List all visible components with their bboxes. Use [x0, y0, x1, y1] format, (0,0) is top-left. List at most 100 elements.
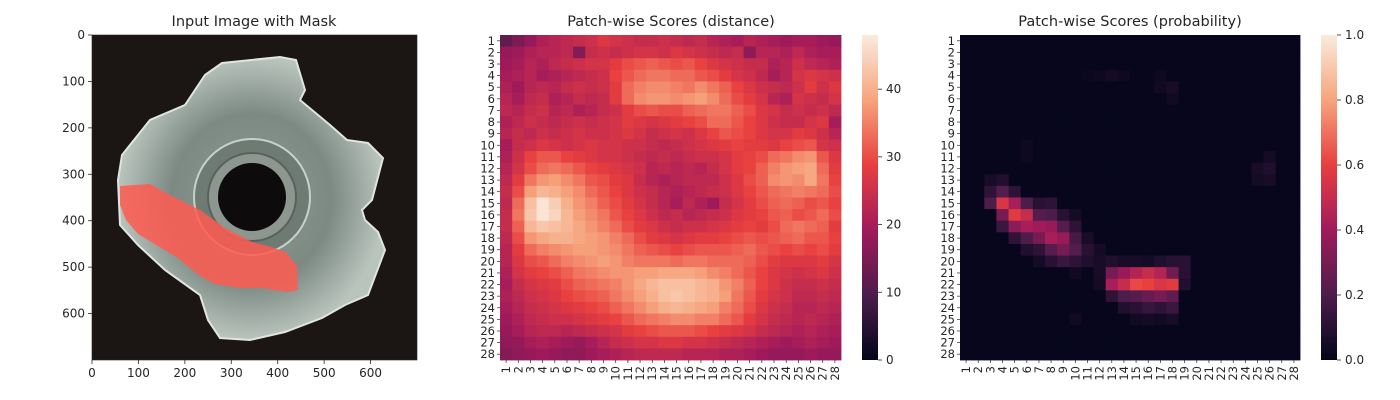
heatmap-cell — [1020, 35, 1034, 48]
heatmap-cell — [1239, 174, 1252, 187]
heatmap-cell — [1239, 46, 1252, 59]
heatmap-cell — [1251, 58, 1264, 71]
heatmap-cell — [512, 232, 525, 245]
heatmap-cell — [536, 35, 550, 48]
heatmap-cell — [500, 232, 513, 245]
heatmap-cell — [731, 313, 744, 326]
heatmap-cell — [1069, 46, 1082, 59]
heatmap-cell — [500, 220, 513, 233]
heatmap-cell — [1020, 255, 1034, 268]
column-label: 26 — [804, 366, 818, 381]
heatmap-cell — [524, 336, 537, 349]
heatmap-cell — [573, 174, 586, 187]
heatmap-cell — [972, 313, 985, 326]
heatmap-cell — [1202, 58, 1216, 71]
heatmap-cell — [1032, 348, 1046, 361]
heatmap-cell — [1251, 69, 1264, 82]
heatmap-cell — [1081, 243, 1094, 256]
heatmap-cell — [755, 162, 769, 175]
heatmap-cell — [1057, 139, 1070, 152]
heatmap-cell — [1081, 209, 1094, 222]
heatmap-cell — [658, 127, 671, 140]
heatmap-cell — [792, 278, 805, 291]
heatmap-cell — [719, 278, 732, 291]
heatmap-cell — [972, 255, 985, 268]
heatmap-cell — [682, 278, 696, 291]
heatmap-cell — [960, 301, 973, 314]
heatmap-cell — [536, 301, 550, 314]
colorbar-tick-label: 0.6 — [1345, 158, 1364, 172]
heatmap-cell — [1020, 81, 1034, 94]
heatmap-cell — [536, 336, 550, 349]
heatmap-cell — [780, 336, 793, 349]
heatmap-cell — [707, 174, 720, 187]
heatmap-cell — [1142, 81, 1155, 94]
heatmap-cell — [560, 139, 574, 152]
heatmap-cell — [670, 197, 684, 210]
column-label: 13 — [1105, 366, 1119, 381]
heatmap-cell — [658, 81, 671, 94]
heatmap-cell — [1081, 104, 1094, 117]
heatmap-cell — [767, 301, 781, 314]
heatmap-cell — [560, 325, 574, 338]
heatmap-cell — [1045, 220, 1058, 233]
heatmap-cell — [1008, 46, 1022, 59]
heatmap-cell — [694, 267, 708, 280]
heatmap-cell — [646, 58, 659, 71]
heatmap-cell — [1032, 58, 1046, 71]
heatmap-cell — [1032, 174, 1046, 187]
heatmap-cell — [1057, 46, 1070, 59]
heatmap-cell — [682, 58, 696, 71]
heatmap-cell — [1287, 348, 1301, 361]
heatmap-cell — [1215, 139, 1228, 152]
heatmap-cell — [1166, 46, 1179, 59]
colorbar-tick-label: 0.8 — [1345, 93, 1364, 107]
heatmap-cell — [767, 325, 781, 338]
heatmap-cell — [548, 116, 562, 129]
heatmap-cell — [828, 93, 842, 106]
heatmap-cell — [1069, 301, 1082, 314]
row-label: 19 — [940, 243, 955, 257]
heatmap-cell — [755, 255, 769, 268]
heatmap-cell — [1117, 174, 1131, 187]
heatmap-cell — [792, 162, 805, 175]
heatmap-cell — [755, 58, 769, 71]
heatmap-cell — [707, 46, 720, 59]
heatmap-cell — [1008, 197, 1022, 210]
heatmap-cell — [1251, 174, 1264, 187]
heatmap-cell — [828, 104, 842, 117]
heatmap-cell — [996, 174, 1009, 187]
heatmap-cell — [707, 58, 720, 71]
heatmap-cell — [597, 139, 611, 152]
heatmap-cell — [1093, 69, 1107, 82]
heatmap-cell — [1227, 220, 1240, 233]
heatmap-cell — [560, 278, 574, 291]
heatmap-cell — [1020, 139, 1034, 152]
heatmap-cell — [804, 243, 818, 256]
heatmap-cell — [548, 290, 562, 303]
heatmap-cell — [707, 127, 720, 140]
heatmap-cell — [585, 104, 598, 117]
heatmap-cell — [694, 174, 708, 187]
heatmap-cell — [609, 69, 623, 82]
heatmap-cell — [767, 336, 781, 349]
heatmap-cell — [1069, 267, 1082, 280]
row-label: 13 — [480, 173, 495, 187]
heatmap-cell — [1215, 255, 1228, 268]
heatmap-cell — [682, 162, 696, 175]
heatmap-cell — [1275, 209, 1289, 222]
heatmap-cell — [1020, 209, 1034, 222]
heatmap-cell — [743, 93, 757, 106]
heatmap-cell — [1275, 69, 1289, 82]
heatmap-cell — [609, 35, 623, 48]
heatmap-cell — [984, 232, 997, 245]
heatmap-cell — [1166, 348, 1179, 361]
heatmap-cell — [573, 93, 586, 106]
heatmap-cell — [1008, 267, 1022, 280]
heatmap-cell — [1154, 325, 1167, 338]
heatmap-cell — [1130, 139, 1143, 152]
heatmap-cell — [560, 93, 574, 106]
heatmap-cell — [1154, 336, 1167, 349]
heatmap-cell — [816, 104, 830, 117]
distance-heatmap-panel: Patch-wise Scores (distance) 12345678910… — [480, 14, 901, 381]
